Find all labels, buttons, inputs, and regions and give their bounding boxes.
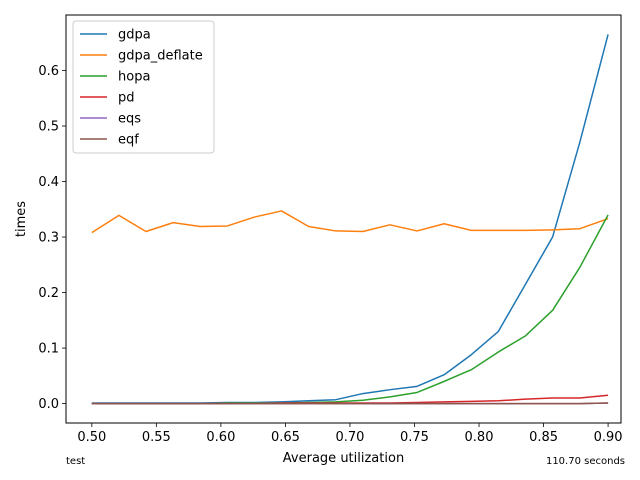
legend-label-pd: pd: [118, 91, 135, 106]
x-tick-label: 0.75: [400, 430, 429, 445]
legend-label-eqs: eqs: [118, 112, 141, 127]
x-axis-label: Average utilization: [283, 451, 404, 466]
legend-label-hopa: hopa: [118, 70, 150, 85]
series-layer: [91, 34, 609, 405]
y-axis-label: times: [14, 201, 29, 237]
x-tick-label: 0.85: [529, 430, 558, 445]
y-tick-label: 0.5: [38, 120, 59, 135]
series-line-gdpa_deflate: [91, 210, 609, 234]
y-tick-label: 0.2: [38, 286, 59, 301]
y-tick-label: 0.1: [38, 342, 59, 357]
legend-box: [72, 20, 215, 154]
x-tick-label: 0.60: [206, 430, 235, 445]
y-tick-label: 0.0: [38, 397, 59, 412]
x-axis: 0.50 0.55 0.60 0.65 0.70 0.75 0.80 0.85 0.90: [77, 423, 623, 445]
x-tick-label: 0.70: [335, 430, 364, 445]
series-line-hopa: [91, 214, 609, 405]
legend-label-gdpa: gdpa: [118, 28, 151, 43]
x-tick-label: 0.80: [465, 430, 494, 445]
x-tick-label: 0.55: [142, 430, 171, 445]
x-tick-label: 0.90: [594, 430, 623, 445]
y-tick-label: 0.3: [38, 231, 59, 246]
legend-label-gdpa_deflate: gdpa_deflate: [118, 49, 203, 64]
x-tick-label: 0.65: [271, 430, 300, 445]
footer-left-text: test: [66, 456, 86, 467]
y-tick-label: 0.4: [38, 175, 59, 190]
series-line-eqf: [91, 402, 609, 405]
legend-label-eqf: eqf: [118, 133, 139, 148]
plot-frame: [65, 14, 622, 424]
x-tick-label: 0.50: [77, 430, 106, 445]
y-axis: 0.0 0.1 0.2 0.3 0.4 0.5 0.6: [38, 64, 66, 412]
y-tick-label: 0.6: [38, 64, 59, 79]
footer-right-text: 110.70 seconds: [545, 456, 625, 467]
